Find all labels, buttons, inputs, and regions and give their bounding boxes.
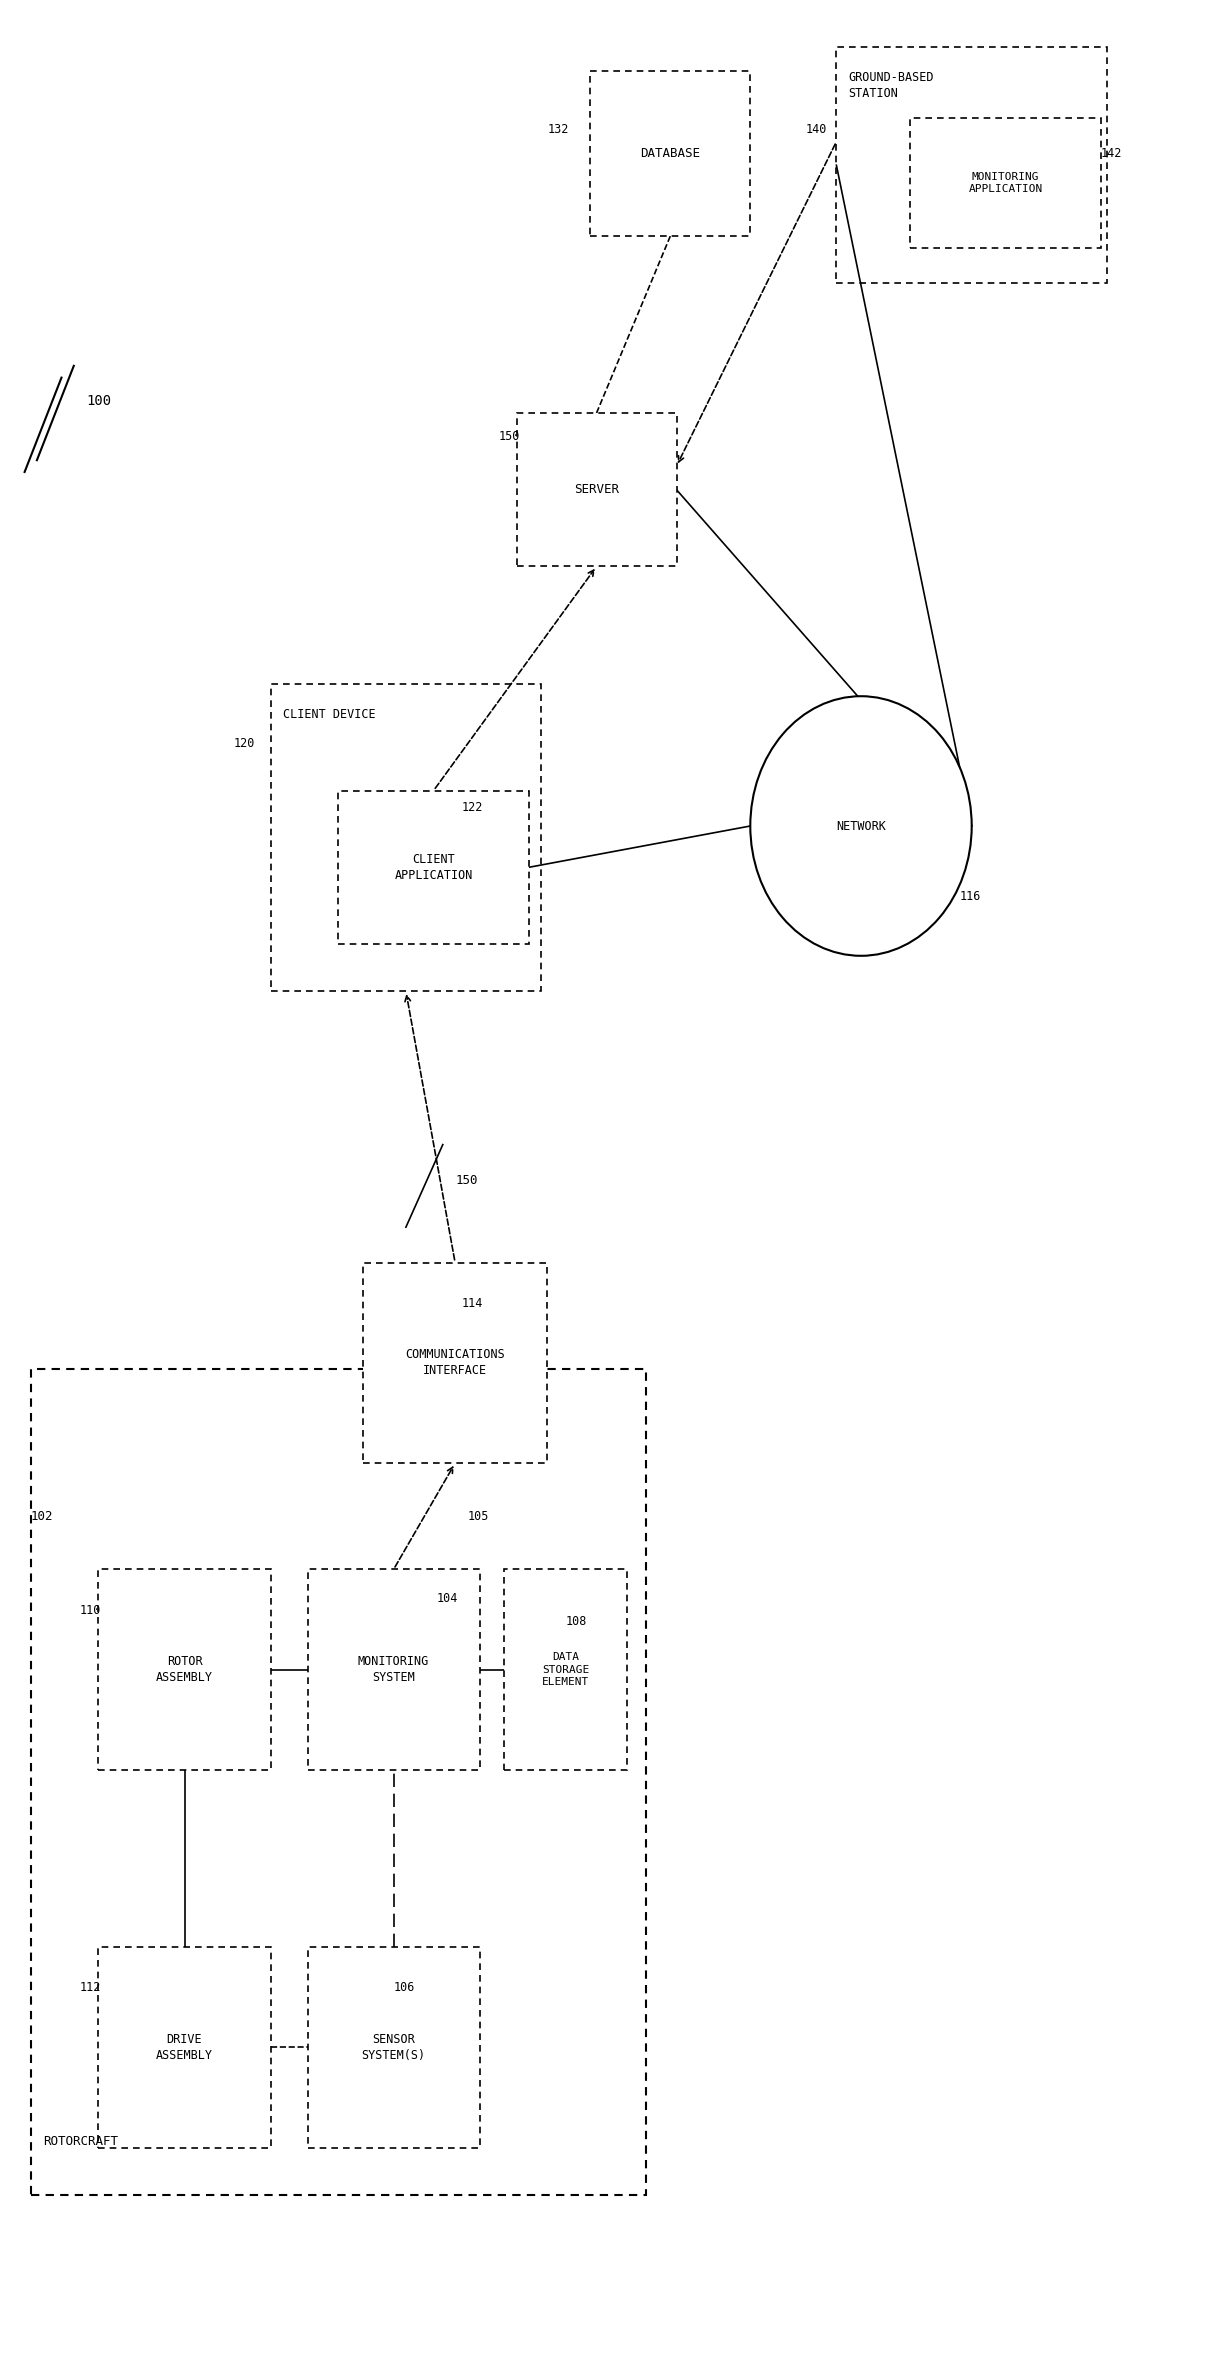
- FancyBboxPatch shape: [590, 71, 750, 236]
- Text: 114: 114: [461, 1296, 482, 1310]
- Text: 122: 122: [461, 800, 482, 814]
- FancyBboxPatch shape: [271, 684, 541, 991]
- Text: CLIENT DEVICE: CLIENT DEVICE: [283, 708, 375, 722]
- FancyBboxPatch shape: [98, 1947, 271, 2148]
- FancyBboxPatch shape: [504, 1569, 627, 1770]
- Text: ROTOR
ASSEMBLY: ROTOR ASSEMBLY: [156, 1654, 213, 1685]
- FancyBboxPatch shape: [308, 1569, 480, 1770]
- Text: SERVER: SERVER: [574, 484, 619, 496]
- FancyBboxPatch shape: [98, 1569, 271, 1770]
- Text: 102: 102: [31, 1510, 53, 1525]
- Text: 100: 100: [86, 394, 111, 408]
- Text: 116: 116: [959, 890, 980, 904]
- Text: MONITORING
APPLICATION: MONITORING APPLICATION: [968, 172, 1043, 194]
- FancyBboxPatch shape: [308, 1947, 480, 2148]
- Text: DRIVE
ASSEMBLY: DRIVE ASSEMBLY: [156, 2032, 213, 2063]
- Text: MONITORING
SYSTEM: MONITORING SYSTEM: [358, 1654, 429, 1685]
- Text: 105: 105: [467, 1510, 488, 1522]
- FancyBboxPatch shape: [338, 791, 529, 944]
- FancyBboxPatch shape: [910, 118, 1101, 248]
- Text: 110: 110: [80, 1602, 101, 1617]
- Text: DATA
STORAGE
ELEMENT: DATA STORAGE ELEMENT: [542, 1652, 589, 1687]
- Text: 150: 150: [455, 1173, 477, 1187]
- Text: ROTORCRAFT: ROTORCRAFT: [43, 2133, 118, 2148]
- Text: COMMUNICATIONS
INTERFACE: COMMUNICATIONS INTERFACE: [405, 1348, 506, 1378]
- FancyBboxPatch shape: [31, 1369, 646, 2195]
- Text: SENSOR
SYSTEM(S): SENSOR SYSTEM(S): [362, 2032, 426, 2063]
- Text: 140: 140: [806, 123, 827, 137]
- Text: 132: 132: [547, 123, 568, 137]
- Text: GROUND-BASED
STATION: GROUND-BASED STATION: [849, 71, 935, 99]
- Text: 106: 106: [394, 1980, 415, 1994]
- FancyBboxPatch shape: [836, 47, 1107, 283]
- Text: 120: 120: [234, 736, 255, 750]
- Text: 112: 112: [80, 1980, 101, 1994]
- Text: 104: 104: [437, 1591, 458, 1605]
- FancyBboxPatch shape: [363, 1263, 547, 1463]
- Text: 108: 108: [566, 1614, 587, 1628]
- Ellipse shape: [750, 696, 972, 956]
- Text: 150: 150: [498, 430, 519, 444]
- Text: DATABASE: DATABASE: [641, 146, 700, 160]
- Text: CLIENT
APPLICATION: CLIENT APPLICATION: [395, 852, 472, 883]
- FancyBboxPatch shape: [517, 413, 677, 566]
- Text: NETWORK: NETWORK: [836, 819, 886, 833]
- Text: 142: 142: [1101, 146, 1122, 160]
